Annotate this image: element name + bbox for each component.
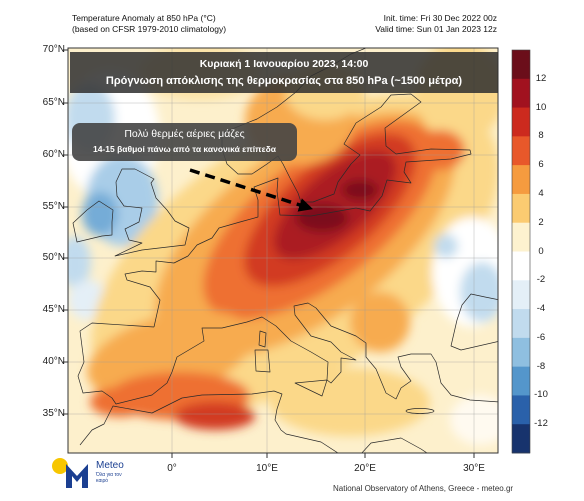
axis-ticks [63, 49, 475, 458]
colorbar-label: 8 [538, 130, 544, 141]
meteo-m-icon [66, 464, 88, 488]
anomaly-field-blob [342, 180, 378, 200]
warm-air-callout: Πολύ θερμές αέριες μάζες 14-15 βαθμοί πά… [72, 123, 297, 161]
map-area [68, 48, 498, 453]
anomaly-field-blob [68, 236, 91, 288]
banner-date: Κυριακή 1 Ιανουαρίου 2023, 14:00 [199, 58, 369, 70]
coastline-crete [405, 408, 435, 414]
map-frame [67, 47, 499, 454]
colorbar-label: -12 [534, 418, 548, 429]
colorbar-segment [512, 222, 530, 252]
coastline-north-africa [79, 390, 428, 453]
meteo-logo [52, 458, 88, 488]
lon-label: 20°E [354, 463, 376, 474]
anomaly-field-blob [82, 192, 118, 236]
colorbar-label: 12 [535, 73, 547, 84]
colorbar-segment [512, 309, 530, 339]
lat-label: 60°N [42, 149, 65, 160]
banner-description: Πρόγνωση απόκλισης της θερμοκρασίας στα … [105, 75, 463, 87]
colorbar-segment [512, 136, 530, 166]
colorbar-label: -6 [536, 332, 546, 343]
sun-icon [52, 458, 68, 474]
lat-label: 55°N [42, 201, 65, 212]
lon-label: 10°E [256, 463, 278, 474]
colorbar-segment [512, 251, 530, 281]
colorbar-label: 10 [535, 102, 547, 113]
coastline-ireland [72, 200, 114, 243]
colorbar-label: -10 [534, 389, 548, 400]
lat-label: 65°N [42, 97, 65, 108]
colorbar-segment [512, 395, 530, 425]
colorbar-segment [512, 366, 530, 396]
lon-label: 0° [167, 463, 177, 474]
colorbar-segment [512, 280, 530, 310]
footer-credit: National Observatory of Athens, Greece -… [333, 484, 514, 493]
callout-title: Πολύ θερμές αέριες μάζες [124, 128, 245, 140]
colorbar-label: 0 [538, 246, 544, 257]
colorbar-segment [512, 78, 530, 108]
lat-label: 40°N [42, 356, 65, 367]
logo-name: Meteo [96, 460, 124, 471]
coastline-black-sea [450, 293, 498, 351]
anomaly-field-blob [90, 387, 150, 417]
lat-label: 50°N [42, 252, 65, 263]
colorbar-segment [512, 424, 530, 454]
anomaly-field-blob [175, 402, 255, 430]
anomaly-field-blob [460, 262, 498, 322]
coastline-north-europe [124, 48, 472, 328]
colorbar-segment [512, 50, 530, 80]
anomaly-field-blob [350, 292, 410, 352]
callout-arrow [189, 168, 314, 212]
colorbar-label: 4 [538, 188, 544, 199]
anomaly-field-blob [270, 368, 430, 436]
valid-time: Valid time: Sun 01 Jan 2023 12z [375, 24, 497, 34]
anomaly-field-blob [415, 130, 465, 170]
coastline-south-europe [77, 302, 498, 405]
init-time: Init. time: Fri 30 Dec 2022 00z [383, 13, 497, 23]
colorbar-label: -8 [536, 361, 546, 372]
forecast-banner: Κυριακή 1 Ιανουαρίου 2023, 14:00 Πρόγνωσ… [70, 52, 498, 93]
colorbar-segment [512, 107, 530, 137]
colorbar-label: 2 [538, 217, 544, 228]
colorbar [512, 50, 530, 454]
callout-detail: 14-15 βαθμοί πάνω από τα κανονικά επίπεδ… [93, 144, 276, 154]
colorbar-label: -4 [536, 303, 546, 314]
map-title: Temperature Anomaly at 850 hPa (°C) [72, 13, 216, 23]
anomaly-field-blob [296, 204, 348, 232]
map-subtitle: (based on CFSR 1979-2010 climatology) [72, 24, 227, 34]
anomaly-field-blob [434, 234, 458, 258]
anomaly-field-blob [273, 150, 397, 260]
lat-label: 70°N [42, 44, 65, 55]
anomaly-field-blob [450, 395, 498, 445]
colorbar-segment [512, 193, 530, 224]
logo-tagline: Όλα για τον καιρό [96, 472, 122, 484]
lat-label: 35°N [42, 408, 65, 419]
colorbar-segment [512, 165, 530, 195]
colorbar-label: 6 [538, 159, 544, 170]
coastline-great-britain [114, 168, 190, 257]
coastline-sicily [294, 379, 328, 397]
coastlines [72, 48, 498, 453]
lon-label: 30°E [463, 463, 485, 474]
colorbar-frame [511, 49, 531, 454]
coastline-sardinia [254, 349, 271, 373]
lat-label: 45°N [42, 304, 65, 315]
colorbar-segment [512, 337, 530, 368]
coastline-corsica [258, 330, 267, 348]
colorbar-label: -2 [536, 274, 546, 285]
